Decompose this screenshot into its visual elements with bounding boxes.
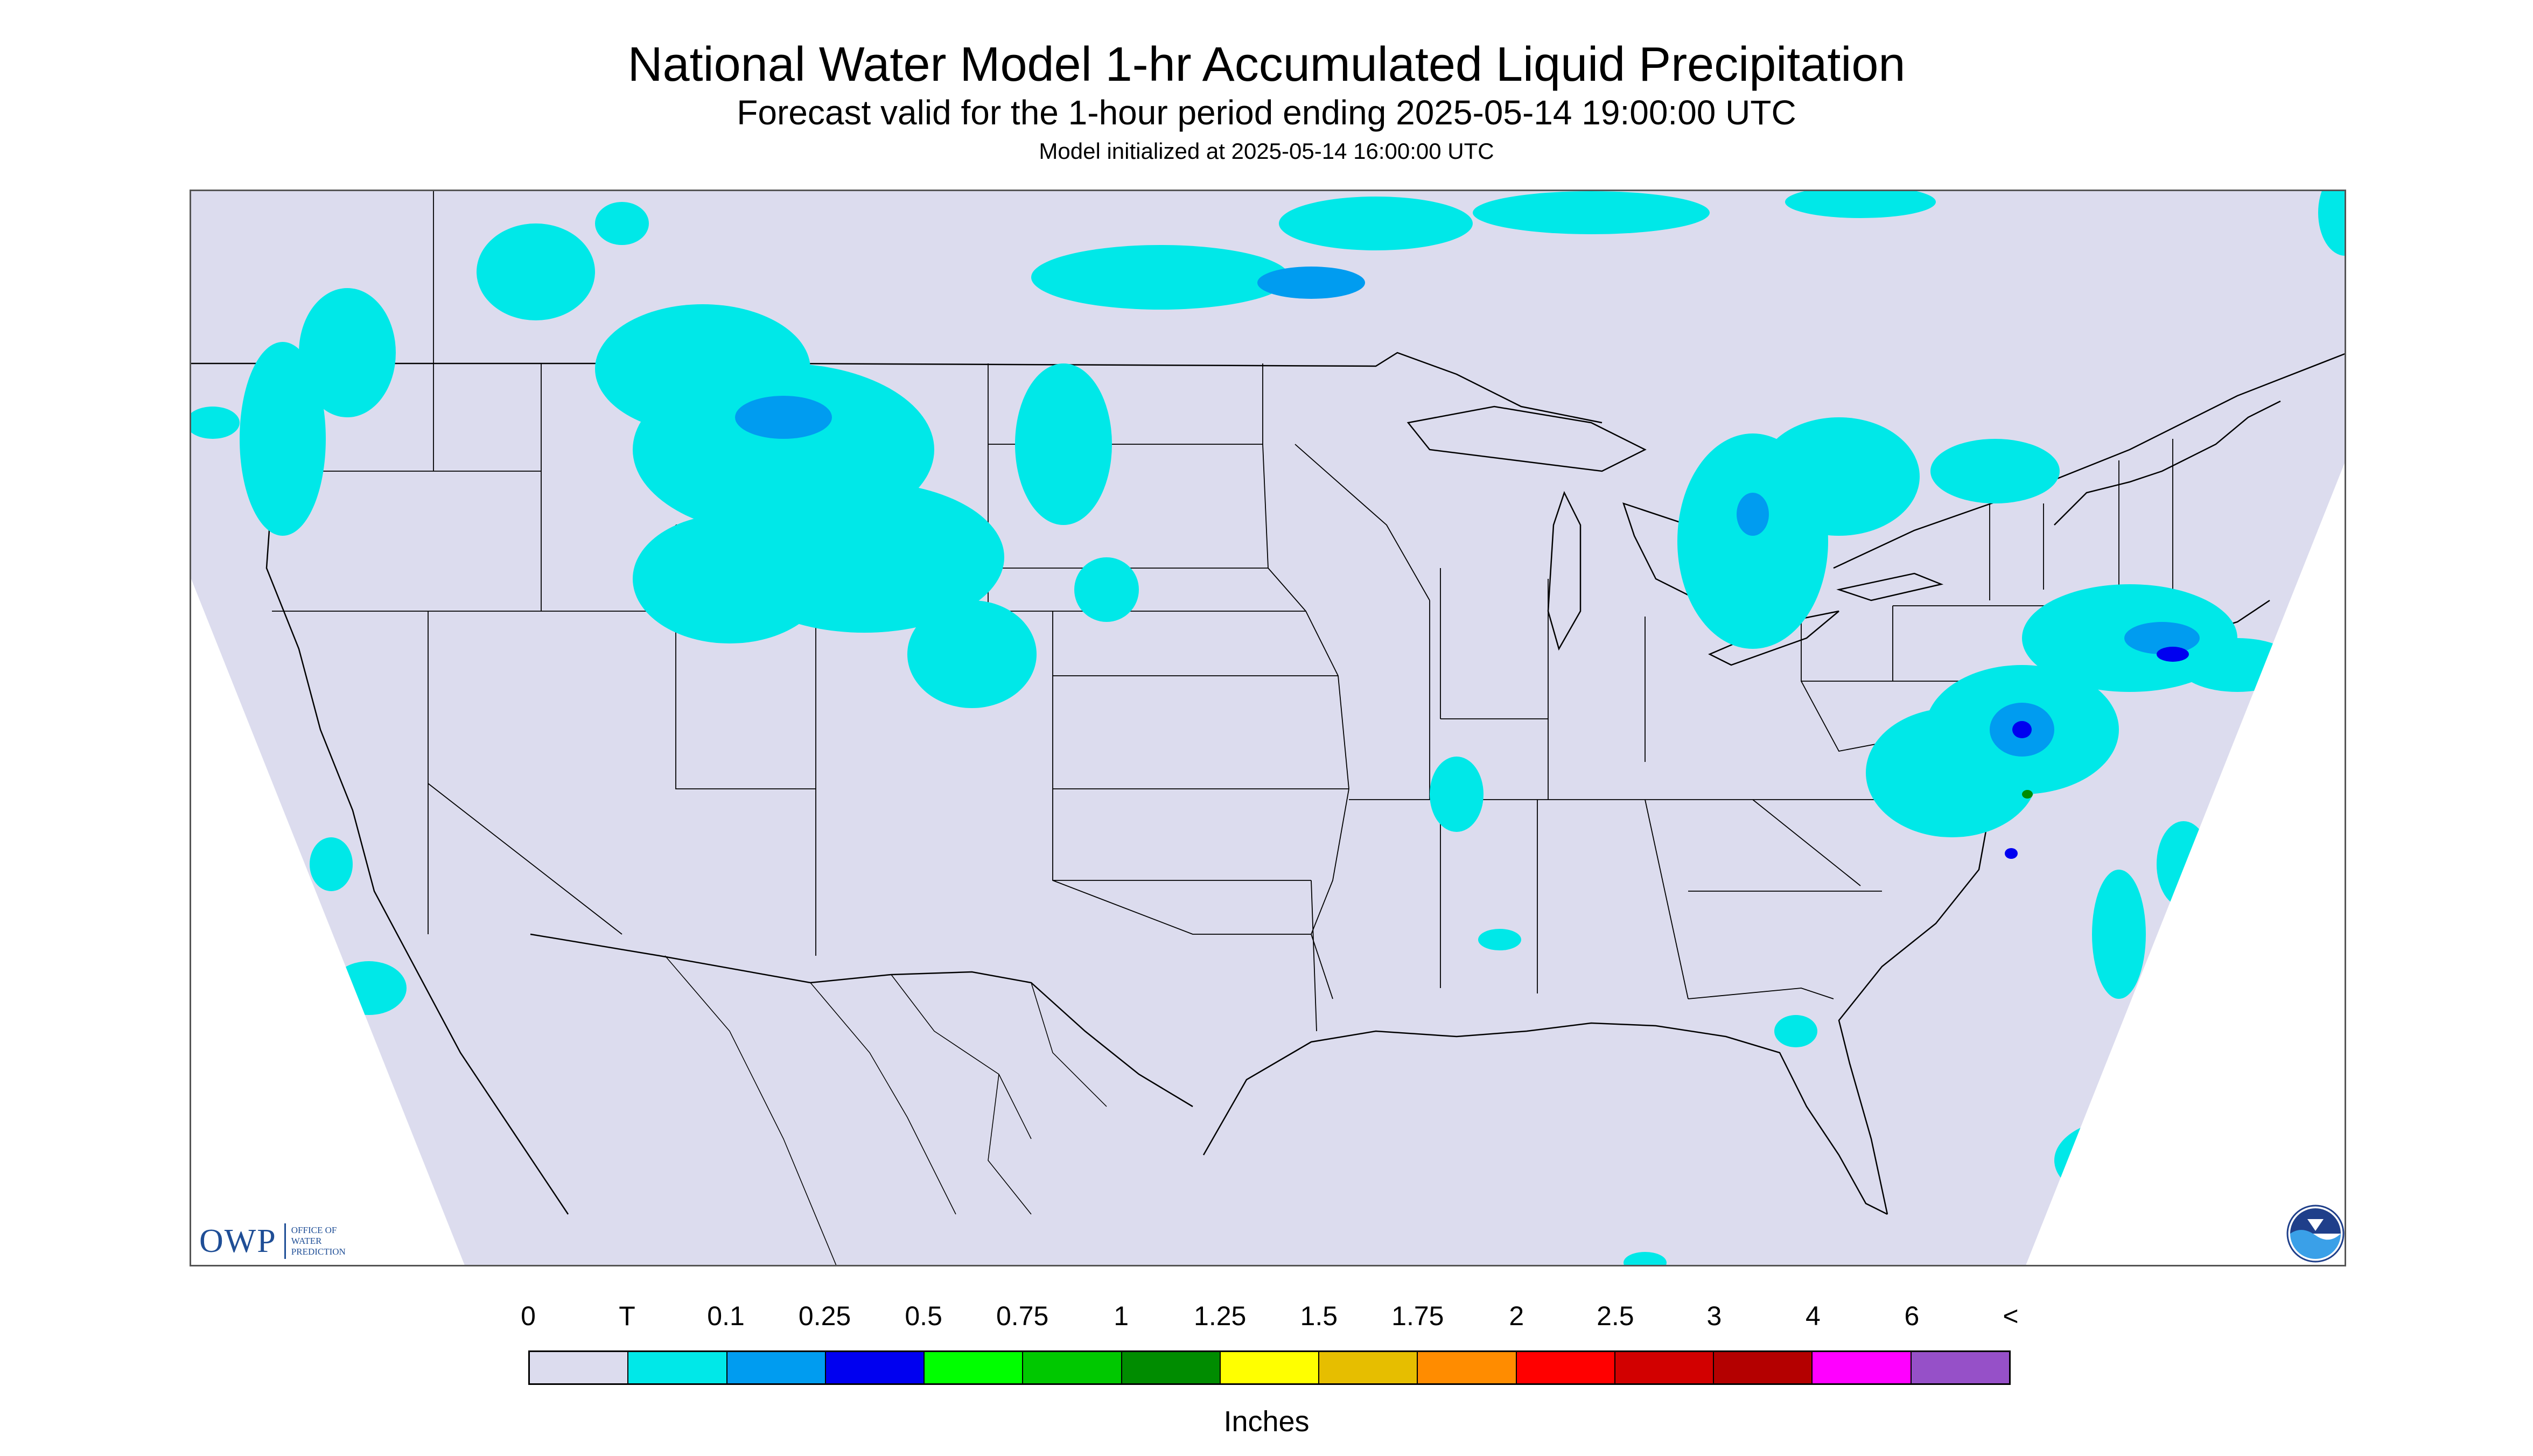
legend-label: 6 xyxy=(1904,1301,1920,1331)
precip-0.1-areas xyxy=(735,267,2200,1177)
legend-swatch xyxy=(1615,1352,1715,1383)
legend-label: 1.75 xyxy=(1391,1301,1444,1331)
legend-swatch xyxy=(925,1352,1024,1383)
legend-swatch xyxy=(825,1352,925,1383)
west-coast xyxy=(265,417,569,1215)
legend-label: 0.5 xyxy=(905,1301,942,1331)
legend-swatch xyxy=(727,1352,826,1383)
legend-label: < xyxy=(2003,1301,2019,1331)
legend-swatch xyxy=(1220,1352,1320,1383)
us-mexico-border xyxy=(530,933,1193,1108)
mexico-state-lines xyxy=(664,955,1107,1265)
legend-swatch xyxy=(1813,1352,1912,1383)
legend-label: 2 xyxy=(1509,1301,1524,1331)
legend-swatch xyxy=(628,1352,727,1383)
legend-label: 3 xyxy=(1706,1301,1722,1331)
map-canvas xyxy=(191,191,2345,1265)
legend-label: 0.75 xyxy=(996,1301,1049,1331)
owp-logo-subtext: Office of Water Prediction xyxy=(291,1225,346,1257)
st-lawrence xyxy=(1833,352,2345,569)
legend-label: 1 xyxy=(1114,1301,1129,1331)
legend-labels: 0 T 0.1 0.25 0.5 0.75 1 1.25 1.5 1.75 2 2.5 3 4 6 < xyxy=(0,1300,2533,1338)
legend-label: 0.25 xyxy=(798,1301,851,1331)
noaa-logo-icon xyxy=(2286,1205,2345,1263)
map-title: National Water Model 1-hr Accumulated Li… xyxy=(627,38,1906,92)
legend-label: 4 xyxy=(1806,1301,1821,1331)
legend-swatch xyxy=(1122,1352,1221,1383)
lake-michigan xyxy=(1547,491,1582,651)
forecast-valid-subtitle: Forecast valid for the 1-hour period end… xyxy=(737,93,1796,132)
legend-units: Inches xyxy=(1223,1405,1310,1438)
precip-overlay xyxy=(191,191,2345,1265)
legend-swatch xyxy=(1911,1352,2009,1383)
legend-swatch xyxy=(1319,1352,1418,1383)
legend-swatch xyxy=(1516,1352,1615,1383)
legend-swatch xyxy=(1418,1352,1517,1383)
gulf-coast xyxy=(1202,1022,1888,1215)
model-init-text: Model initialized at 2025-05-14 16:00:00… xyxy=(1039,138,1494,164)
owp-logo-text: OWP xyxy=(199,1223,286,1259)
legend-label: 1.25 xyxy=(1194,1301,1247,1331)
legend-color-bar xyxy=(528,1350,2011,1385)
lake-superior xyxy=(1407,405,1647,472)
legend-swatch xyxy=(1023,1352,1122,1383)
legend-label: 0.1 xyxy=(707,1301,745,1331)
precipitation-map[interactable] xyxy=(190,190,2346,1266)
legend-label: 1.5 xyxy=(1300,1301,1338,1331)
lake-ontario xyxy=(1836,572,1944,601)
precip-trace-areas xyxy=(191,191,2345,1265)
legend-label: T xyxy=(619,1301,635,1331)
legend-label: 0 xyxy=(521,1301,536,1331)
legend-label: 2.5 xyxy=(1597,1301,1634,1331)
legend-swatch xyxy=(530,1352,629,1383)
legend-swatch xyxy=(1714,1352,1813,1383)
owp-logo: OWP Office of Water Prediction xyxy=(199,1222,367,1260)
